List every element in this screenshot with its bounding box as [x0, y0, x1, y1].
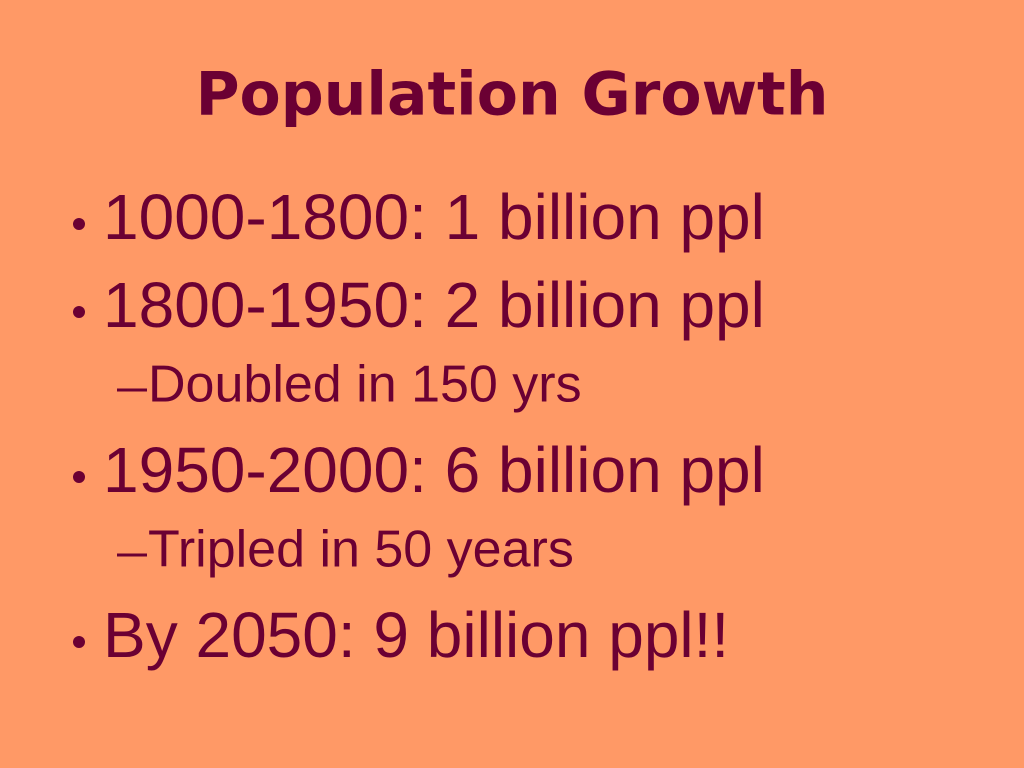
bullet-text: 1000-1800: 1 billion ppl — [103, 181, 765, 253]
sub-text: Doubled in 150 yrs — [148, 356, 582, 414]
bullet-dot — [73, 218, 85, 230]
bullet-dot — [73, 306, 85, 318]
slide-title: Population Growth — [196, 60, 829, 130]
bullet-text: 1950-2000: 6 billion ppl — [103, 434, 765, 506]
sub-text: Tripled in 50 years — [148, 521, 574, 579]
bullet-text: By 2050: 9 billion ppl!! — [103, 599, 729, 671]
bullet-dot — [73, 636, 85, 648]
bullet-dot — [73, 471, 85, 483]
bullet-text: 1800-1950: 2 billion ppl — [103, 269, 765, 341]
